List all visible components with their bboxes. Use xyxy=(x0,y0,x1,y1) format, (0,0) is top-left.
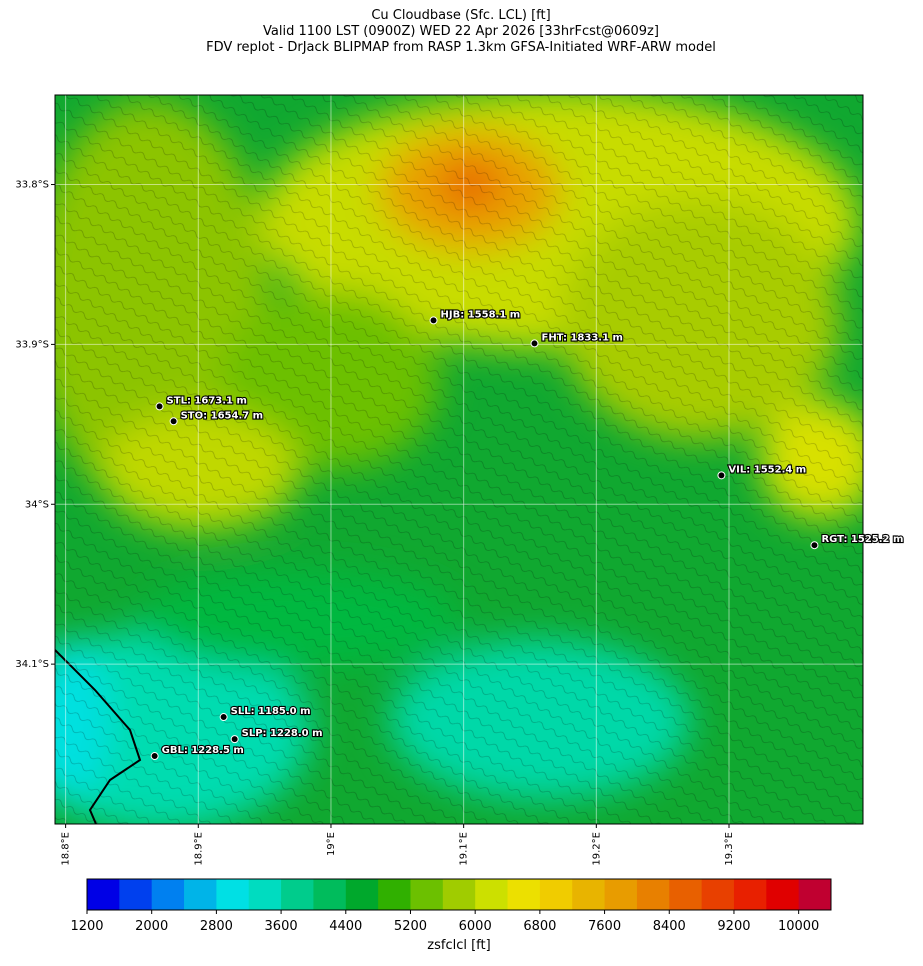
colorbar-swatch xyxy=(701,879,735,910)
station-marker xyxy=(429,316,438,325)
colorbar-swatch xyxy=(151,879,185,910)
y-tick-label: 33.8°S xyxy=(15,180,49,191)
x-tick-label: 18.8°E xyxy=(61,832,72,866)
colorbar-swatch xyxy=(539,879,573,910)
station-label: SLP: 1228.0 m xyxy=(242,728,323,739)
colorbar-swatch xyxy=(184,879,217,910)
colorbar-swatch xyxy=(281,879,314,910)
station-label: STO: 1654.7 m xyxy=(181,410,263,421)
colorbar-swatch xyxy=(248,879,282,910)
colorbar-tick-label: 2000 xyxy=(135,919,168,934)
station-label: STL: 1673.1 m xyxy=(167,395,247,406)
map-frame xyxy=(54,94,864,825)
title-line: Cu Cloudbase (Sfc. LCL) [ft] xyxy=(371,8,550,23)
station-marker xyxy=(155,402,164,411)
colorbar-swatch xyxy=(345,879,379,910)
colorbar-swatch xyxy=(378,879,411,910)
station-marker xyxy=(169,417,178,426)
station-label: GBL: 1228.5 m xyxy=(162,745,244,756)
colorbar-tick-label: 6000 xyxy=(459,919,492,934)
colorbar-swatch xyxy=(636,879,670,910)
colorbar-swatch xyxy=(475,879,509,910)
colorbar-swatch xyxy=(604,879,638,910)
x-tick-label: 19.1°E xyxy=(459,832,470,866)
colorbar-tick-label: 1200 xyxy=(70,919,103,934)
map-raster xyxy=(55,95,863,824)
colorbar-tick-label: 8400 xyxy=(653,919,686,934)
title-line: FDV replot - DrJack BLIPMAP from RASP 1.… xyxy=(206,40,716,55)
colorbar-swatch xyxy=(798,879,832,910)
x-tick-label: 19.3°E xyxy=(724,832,735,866)
colorbar-swatch xyxy=(733,879,767,910)
colorbar-tick-label: 10000 xyxy=(778,919,819,934)
title-line: Valid 1100 LST (0900Z) WED 22 Apr 2026 [… xyxy=(263,24,659,39)
station-marker xyxy=(717,471,726,480)
colorbar-swatch xyxy=(766,879,800,910)
station-marker xyxy=(219,713,228,722)
colorbar-tick-label: 3600 xyxy=(265,919,298,934)
y-tick-label: 34°S xyxy=(25,499,49,510)
station-label: SLL: 1185.0 m xyxy=(231,706,311,717)
colorbar-swatch xyxy=(216,879,250,910)
colorbar-tick-label: 7600 xyxy=(588,919,621,934)
colorbar-swatch xyxy=(442,879,476,910)
colorbar-swatch xyxy=(410,879,444,910)
grid xyxy=(55,95,863,824)
colorbar-swatch xyxy=(507,879,541,910)
colorbar-swatch xyxy=(87,879,120,910)
colorbar-tick-label: 9200 xyxy=(717,919,750,934)
station-label: HJB: 1558.1 m xyxy=(441,309,521,320)
colorbar-tick-label: 5200 xyxy=(394,919,427,934)
colorbar-label: zsfclcl [ft] xyxy=(427,938,490,953)
colorbar: 1200 2000 2800 3600 4400 5200 6000 6800 7600 8400… xyxy=(70,878,832,934)
y-tick-label: 34.1°S xyxy=(15,659,49,670)
station-label: RGT: 1525.2 m xyxy=(821,534,903,545)
station-label: VIL: 1552.4 m xyxy=(728,464,806,475)
station-label: FHT: 1833.1 m xyxy=(541,332,622,343)
station-marker xyxy=(150,752,159,761)
colorbar-tick-label: 6800 xyxy=(523,919,556,934)
y-tick-label: 33.9°S xyxy=(15,339,49,350)
x-tick-label: 19°E xyxy=(326,832,337,856)
stations: HJB: 1558.1 m FHT: 1833.1 m STL: 1673.1 m S… xyxy=(150,308,905,761)
colorbar-frame xyxy=(86,878,832,911)
station-marker xyxy=(230,735,239,744)
station-marker xyxy=(530,339,539,348)
colorbar-swatch xyxy=(572,879,606,910)
x-tick-label: 19.2°E xyxy=(591,832,602,866)
x-tick-label: 18.9°E xyxy=(193,832,204,866)
colorbar-tick-label: 4400 xyxy=(329,919,362,934)
colorbar-swatch xyxy=(669,879,703,910)
colorbar-swatch xyxy=(119,879,153,910)
colorbar-tick-label: 2800 xyxy=(200,919,233,934)
station-marker xyxy=(810,541,819,550)
colorbar-swatch xyxy=(313,879,347,910)
